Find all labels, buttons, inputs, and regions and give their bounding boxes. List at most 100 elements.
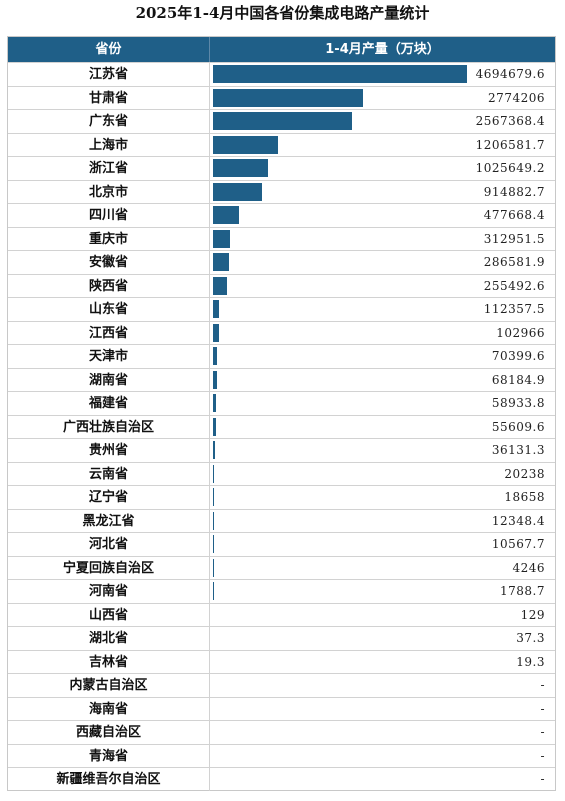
- table-row: 陕西省 255492.6: [8, 273, 555, 298]
- value-cell: 58933.8: [209, 392, 555, 415]
- value-label: 312951.5: [483, 231, 545, 246]
- value-cell: 20238: [209, 462, 555, 486]
- value-label: 55609.6: [491, 419, 545, 434]
- value-cell: 18658: [209, 486, 555, 509]
- bar: [213, 394, 217, 412]
- value-cell: 102966: [209, 321, 555, 345]
- value-label: 112357.5: [483, 302, 545, 316]
- table-row: 江西省 102966: [8, 320, 555, 345]
- value-label: 914882.7: [483, 184, 545, 199]
- table-row: 江苏省 4694679.6: [8, 62, 555, 86]
- value-label: 129: [520, 607, 545, 622]
- province-label: 安徽省: [88, 255, 128, 270]
- value-cell: 68184.9: [209, 368, 555, 392]
- value-label: 286581.9: [483, 255, 545, 269]
- bar: [213, 582, 214, 600]
- value-cell: 70399.6: [209, 345, 555, 368]
- value-label: 10567.7: [491, 537, 545, 551]
- value-label: 19.3: [516, 654, 545, 669]
- value-label: 1206581.7: [475, 137, 545, 152]
- bar: [213, 253, 229, 271]
- table-row: 黑龙江省 12348.4: [8, 508, 555, 533]
- value-label: 20238: [504, 466, 545, 481]
- table-row: 青海省 -: [8, 743, 555, 768]
- value-label: 58933.8: [491, 396, 545, 410]
- table-row: 四川省 477668.4: [8, 203, 555, 227]
- value-cell: 4694679.6: [209, 63, 555, 86]
- province-label: 北京市: [88, 184, 128, 200]
- province-label: 青海省: [88, 748, 128, 764]
- value-cell: 2774206: [209, 86, 555, 110]
- table-row: 湖北省 37.3: [8, 626, 555, 650]
- province-label: 江苏省: [88, 67, 128, 82]
- value-cell: 312951.5: [209, 227, 555, 251]
- province-label: 内蒙古自治区: [69, 678, 148, 693]
- province-label: 广西壮族自治区: [62, 419, 154, 435]
- table-row: 天津市 70399.6: [8, 344, 555, 368]
- province-label: 河南省: [88, 584, 128, 599]
- table-row: 重庆市 312951.5: [8, 226, 555, 251]
- table-row: 辽宁省 18658: [8, 485, 555, 509]
- value-label: 70399.6: [491, 349, 545, 363]
- province-label: 山西省: [88, 607, 128, 623]
- table-row: 湖南省 68184.9: [8, 367, 555, 392]
- province-label: 西藏自治区: [75, 725, 141, 740]
- province-label: 江西省: [88, 325, 128, 341]
- province-label: 贵州省: [88, 443, 128, 458]
- value-label: 477668.4: [483, 208, 545, 222]
- bar: [213, 229, 230, 248]
- province-label: 河北省: [88, 537, 128, 552]
- value-label: 4246: [512, 560, 545, 575]
- value-cell: 914882.7: [209, 180, 555, 204]
- province-label: 甘肃省: [88, 90, 128, 106]
- table-row: 甘肃省 2774206: [8, 85, 555, 110]
- value-cell: 37.3: [209, 627, 555, 650]
- table-row: 上海市 1206581.7: [8, 132, 555, 157]
- province-label: 浙江省: [88, 161, 128, 176]
- bar: [213, 417, 216, 436]
- value-cell: 1206581.7: [209, 133, 555, 157]
- province-label: 陕西省: [88, 278, 128, 294]
- value-label: 18658: [504, 490, 545, 504]
- province-label: 四川省: [88, 208, 128, 223]
- province-label: 黑龙江省: [82, 513, 135, 529]
- table-row: 西藏自治区 -: [8, 720, 555, 744]
- table-row: 河北省 10567.7: [8, 532, 555, 556]
- header-province: 省份: [95, 42, 122, 57]
- bar: [213, 323, 219, 342]
- value-cell: 55609.6: [209, 415, 555, 439]
- bar: [213, 112, 352, 130]
- value-label: -: [540, 678, 545, 692]
- province-label: 吉林省: [88, 654, 128, 670]
- table-row: 广西壮族自治区 55609.6: [8, 414, 555, 439]
- value-cell: -: [209, 721, 555, 744]
- bar: [213, 88, 364, 107]
- value-label: -: [540, 725, 545, 739]
- value-label: 1025649.2: [475, 161, 545, 175]
- value-cell: 1788.7: [209, 580, 555, 603]
- value-cell: 10567.7: [209, 533, 555, 556]
- province-label: 辽宁省: [88, 490, 128, 505]
- value-label: 2774206: [488, 90, 545, 105]
- value-cell: -: [209, 674, 555, 697]
- value-cell: 36131.3: [209, 439, 555, 462]
- bar: [213, 441, 215, 459]
- value-label: 36131.3: [491, 443, 545, 457]
- value-cell: 255492.6: [209, 274, 555, 298]
- value-cell: 4246: [209, 556, 555, 580]
- table-row: 广东省 2567368.4: [8, 109, 555, 133]
- value-cell: 112357.5: [209, 298, 555, 321]
- province-label: 海南省: [88, 701, 128, 717]
- value-cell: 19.3: [209, 650, 555, 674]
- value-label: 4694679.6: [475, 67, 545, 81]
- chart-title: 2025年1-4月中国各省份集成电路产量统计: [135, 4, 430, 22]
- bar: [213, 370, 217, 389]
- table-row: 安徽省 286581.9: [8, 250, 555, 274]
- value-label: 68184.9: [491, 372, 545, 387]
- table-row: 新疆维吾尔自治区 -: [8, 767, 555, 791]
- data-table: 省份 1-4月产量（万块） 江苏省 4694679.6 甘肃省 2774206 广东省 2…: [7, 36, 556, 791]
- value-label: 37.3: [516, 631, 545, 645]
- table-row: 云南省 20238: [8, 461, 555, 486]
- table-row: 贵州省 36131.3: [8, 438, 555, 462]
- bar: [213, 464, 215, 483]
